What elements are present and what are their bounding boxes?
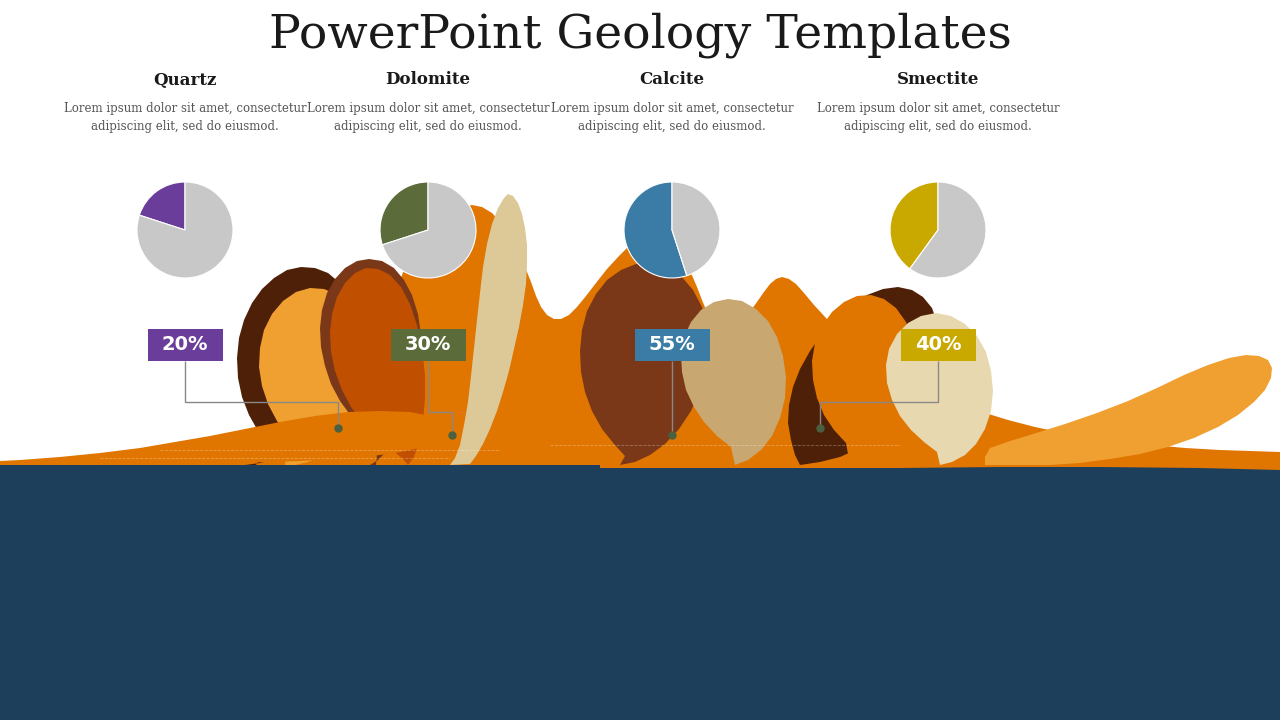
Wedge shape: [383, 182, 476, 278]
Polygon shape: [330, 268, 425, 465]
Polygon shape: [600, 465, 1280, 470]
Text: Quartz: Quartz: [154, 71, 216, 89]
Text: Smectite: Smectite: [897, 71, 979, 89]
Text: 55%: 55%: [649, 336, 695, 354]
Polygon shape: [451, 194, 527, 465]
Wedge shape: [137, 182, 233, 278]
Polygon shape: [986, 355, 1272, 465]
Bar: [0, 465, 1280, 720]
Polygon shape: [812, 295, 915, 465]
Wedge shape: [625, 182, 687, 278]
FancyBboxPatch shape: [390, 329, 466, 361]
Text: Lorem ipsum dolor sit amet, consectetur
adipiscing elit, sed do eiusmod.: Lorem ipsum dolor sit amet, consectetur …: [817, 102, 1060, 133]
Text: Dolomite: Dolomite: [385, 71, 471, 89]
Text: Lorem ipsum dolor sit amet, consectetur
adipiscing elit, sed do eiusmod.: Lorem ipsum dolor sit amet, consectetur …: [550, 102, 794, 133]
FancyBboxPatch shape: [635, 329, 709, 361]
Text: Lorem ipsum dolor sit amet, consectetur
adipiscing elit, sed do eiusmod.: Lorem ipsum dolor sit amet, consectetur …: [307, 102, 549, 133]
Text: 40%: 40%: [915, 336, 961, 354]
Polygon shape: [259, 288, 371, 465]
Text: Lorem ipsum dolor sit amet, consectetur
adipiscing elit, sed do eiusmod.: Lorem ipsum dolor sit amet, consectetur …: [64, 102, 306, 133]
Polygon shape: [886, 313, 993, 465]
Text: 20%: 20%: [161, 336, 209, 354]
Wedge shape: [890, 182, 938, 269]
Wedge shape: [910, 182, 986, 278]
FancyBboxPatch shape: [901, 329, 975, 361]
Text: PowerPoint Geology Templates: PowerPoint Geology Templates: [269, 12, 1011, 58]
Polygon shape: [237, 267, 365, 465]
Polygon shape: [681, 299, 786, 465]
Text: Calcite: Calcite: [640, 71, 704, 89]
Polygon shape: [0, 411, 451, 465]
Wedge shape: [380, 182, 428, 245]
Wedge shape: [140, 182, 186, 230]
Polygon shape: [788, 287, 938, 465]
FancyBboxPatch shape: [147, 329, 223, 361]
Polygon shape: [0, 205, 1280, 465]
Polygon shape: [320, 259, 421, 465]
Polygon shape: [580, 263, 708, 465]
Wedge shape: [672, 182, 719, 276]
Text: 30%: 30%: [404, 336, 451, 354]
